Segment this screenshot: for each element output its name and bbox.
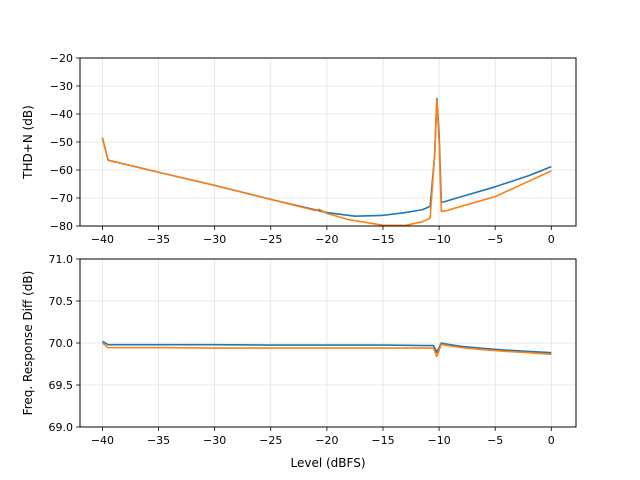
thdn-y-tick-label: −80 <box>50 220 73 233</box>
freq-response-series-group <box>101 340 552 358</box>
thdn-x-tick-label: −35 <box>147 233 170 246</box>
thdn-y-tick-label: −30 <box>50 80 73 93</box>
thdn-x-tick-label: −40 <box>91 233 114 246</box>
freq-response-series-1-line <box>102 340 552 354</box>
thdn-x-tick-label: −30 <box>203 233 226 246</box>
thdn-series-group <box>101 97 552 227</box>
freq-response-series-2-line <box>101 342 552 358</box>
freq-response-y-tick-label: 70.5 <box>49 295 74 308</box>
freq-response-y-ticks: 69.0 69.5 70.0 70.5 71.0 <box>49 253 80 434</box>
freq-response-x-tick-label: −40 <box>91 434 114 447</box>
freq-response-y-axis-label: Freq. Response Diff (dB) <box>21 271 35 416</box>
thdn-y-tick-label: −50 <box>50 136 73 149</box>
freq-response-x-tick-label: −35 <box>147 434 170 447</box>
thdn-x-tick-label: −10 <box>427 233 450 246</box>
freq-response-x-ticks: −40 −35 −30 −25 −20 −15 −10 −5 0 <box>91 427 555 447</box>
freq-response-x-tick-label: −30 <box>203 434 226 447</box>
freq-response-x-tick-label: −15 <box>371 434 394 447</box>
thdn-x-tick-label: −15 <box>371 233 394 246</box>
freq-response-axes: −40 −35 −30 −25 −20 −15 −10 −5 0 69.0 69.5 70.0 70.… <box>21 253 577 470</box>
thdn-x-tick-label: 0 <box>548 233 555 246</box>
level-x-axis-label: Level (dBFS) <box>290 456 365 470</box>
thdn-x-tick-label: −25 <box>259 233 282 246</box>
thdn-x-tick-label: −20 <box>315 233 338 246</box>
thdn-series-2-line <box>101 99 552 227</box>
freq-response-x-tick-label: −25 <box>259 434 282 447</box>
freq-response-y-tick-label: 69.5 <box>49 379 74 392</box>
freq-response-x-tick-label: −5 <box>487 434 503 447</box>
freq-response-x-tick-label: −10 <box>427 434 450 447</box>
thdn-y-axis-label: THD+N (dB) <box>21 105 35 180</box>
freq-response-x-tick-label: 0 <box>548 434 555 447</box>
thdn-y-tick-label: −70 <box>50 192 73 205</box>
thdn-y-tick-label: −60 <box>50 164 73 177</box>
thdn-x-tick-label: −5 <box>487 233 503 246</box>
thdn-y-tick-label: −40 <box>50 108 73 121</box>
thdn-axes: −40 −35 −30 −25 −20 −15 −10 −5 0 −80−70−60−50−40… <box>21 52 577 246</box>
thdn-y-tick-label: −20 <box>50 52 73 65</box>
thdn-x-ticks: −40 −35 −30 −25 −20 −15 −10 −5 0 <box>91 226 555 246</box>
thdn-y-ticks: −80 −70 −60 −50 −40 −30 −20 <box>50 52 80 233</box>
freq-response-y-tick-label: 70.0 <box>49 337 74 350</box>
freq-response-y-tick-label: 71.0 <box>49 253 74 266</box>
freq-response-y-tick-label: 69.0 <box>49 421 74 434</box>
freq-response-x-tick-label: −20 <box>315 434 338 447</box>
